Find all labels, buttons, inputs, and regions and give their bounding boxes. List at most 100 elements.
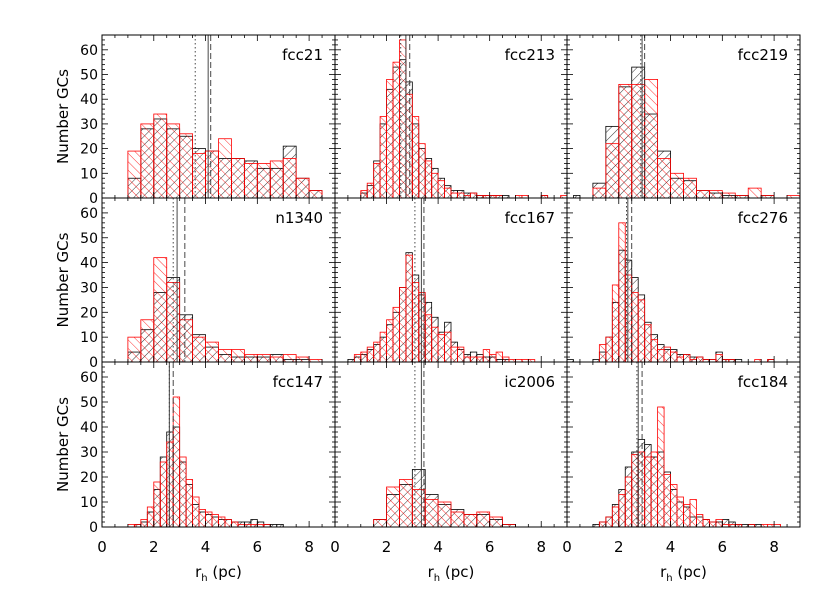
histogram-bar xyxy=(411,489,426,528)
histogram-bar xyxy=(386,79,394,199)
histogram-bar xyxy=(605,516,613,528)
histogram-bar xyxy=(179,456,187,528)
histogram-bar xyxy=(424,160,433,199)
y-tick-label: 0 xyxy=(89,191,98,207)
histogram-bar xyxy=(657,349,665,363)
histogram-bar xyxy=(663,474,671,528)
y-tick-label: 0 xyxy=(89,355,98,371)
histogram-bar xyxy=(405,93,413,199)
y-tick-label: 0 xyxy=(89,520,98,536)
histogram-bar xyxy=(683,177,697,199)
histogram-bar xyxy=(605,143,620,199)
x-tick-label: 2 xyxy=(614,538,624,556)
y-tick-label: 30 xyxy=(80,280,98,296)
histogram-bar xyxy=(231,158,245,199)
histogram-bar xyxy=(431,172,439,199)
histogram-bar xyxy=(618,494,626,528)
y-axis-label: Number GCs xyxy=(54,232,72,327)
histogram-bar xyxy=(644,456,652,528)
panel-title: fcc276 xyxy=(738,209,788,227)
histogram-bar xyxy=(185,479,194,528)
series-red-hatch xyxy=(127,113,323,199)
histogram-bar xyxy=(476,356,484,363)
histogram-bar xyxy=(127,150,142,199)
histogram-bar xyxy=(715,354,723,363)
y-tick-label: 20 xyxy=(80,470,98,486)
histogram-bar xyxy=(670,172,684,199)
histogram-bar xyxy=(631,292,639,363)
histogram-bar xyxy=(708,190,723,199)
x-tick-label: 0 xyxy=(562,538,572,556)
histogram-bar xyxy=(657,406,665,528)
x-tick-label: 4 xyxy=(433,538,443,556)
histogram-bar xyxy=(683,354,691,363)
histogram-bar xyxy=(205,150,219,199)
histogram-bar xyxy=(611,284,620,363)
histogram-bar xyxy=(637,299,646,363)
histogram-bar xyxy=(676,496,684,528)
x-tick-label: 4 xyxy=(666,538,676,556)
histogram-bar xyxy=(243,163,258,199)
histogram-bar xyxy=(702,519,710,528)
histogram-bar xyxy=(469,192,478,199)
x-axis-label-subscript: h xyxy=(201,573,207,584)
histogram-bar xyxy=(295,356,310,363)
histogram-bar xyxy=(218,349,232,363)
histogram-bar xyxy=(605,336,613,363)
histogram-bar xyxy=(457,346,465,363)
histogram-bar xyxy=(256,163,271,199)
histogram-bar xyxy=(218,516,226,528)
panel-title: fcc167 xyxy=(505,209,555,227)
panel-title: fcc21 xyxy=(282,46,323,64)
histogram-bar xyxy=(166,123,181,199)
y-axis-label: Number GCs xyxy=(54,69,72,164)
y-tick-label: 10 xyxy=(80,330,98,346)
histogram-bar xyxy=(418,143,426,199)
x-axis-label-symbol: r xyxy=(660,563,667,581)
histogram-bar xyxy=(153,113,168,199)
histogram-bar xyxy=(256,354,271,363)
y-tick-label: 10 xyxy=(80,495,98,511)
y-axis-label: Number GCs xyxy=(54,397,72,492)
x-tick-label: 0 xyxy=(97,538,107,556)
histogram-bar xyxy=(198,509,206,528)
histogram-bar xyxy=(663,346,671,363)
series-red-hatch xyxy=(592,79,801,199)
histogram-bar xyxy=(282,354,297,363)
histogram-bar xyxy=(502,356,510,363)
x-tick-label: 4 xyxy=(201,538,211,556)
histogram-bar xyxy=(457,192,465,199)
histogram-bar xyxy=(379,116,387,199)
histogram-bar xyxy=(192,496,200,528)
panel-fcc167: fcc167 xyxy=(334,197,574,363)
histogram-bar xyxy=(373,163,381,199)
histogram-bar xyxy=(411,282,420,363)
x-axis-label-symbol: r xyxy=(195,563,202,581)
histogram-bar xyxy=(689,499,697,528)
histogram-bar xyxy=(140,519,148,528)
y-tick-label: 40 xyxy=(80,256,98,272)
histogram-bar xyxy=(696,514,704,528)
histogram-bar xyxy=(295,177,310,199)
y-tick-label: 30 xyxy=(80,117,98,133)
histogram-bar xyxy=(696,356,704,363)
histogram-bar xyxy=(308,190,323,199)
histogram-bar xyxy=(353,354,362,363)
histogram-bar xyxy=(205,341,219,363)
x-axis-label-subscript: h xyxy=(434,573,440,584)
histogram-bar xyxy=(611,506,620,528)
histogram-bar xyxy=(657,158,671,199)
histogram-bar xyxy=(676,356,684,363)
histogram-bar xyxy=(231,521,239,528)
series-red-hatch xyxy=(373,479,516,528)
histogram-bar xyxy=(437,501,452,528)
y-tick-label: 20 xyxy=(80,305,98,321)
histogram-bar xyxy=(450,511,465,528)
histogram-bar xyxy=(399,479,413,528)
histogram-bar xyxy=(476,511,491,528)
histogram-bar xyxy=(489,516,503,528)
panel-fcc213: fcc213 xyxy=(334,34,581,199)
histogram-bar xyxy=(166,441,174,528)
